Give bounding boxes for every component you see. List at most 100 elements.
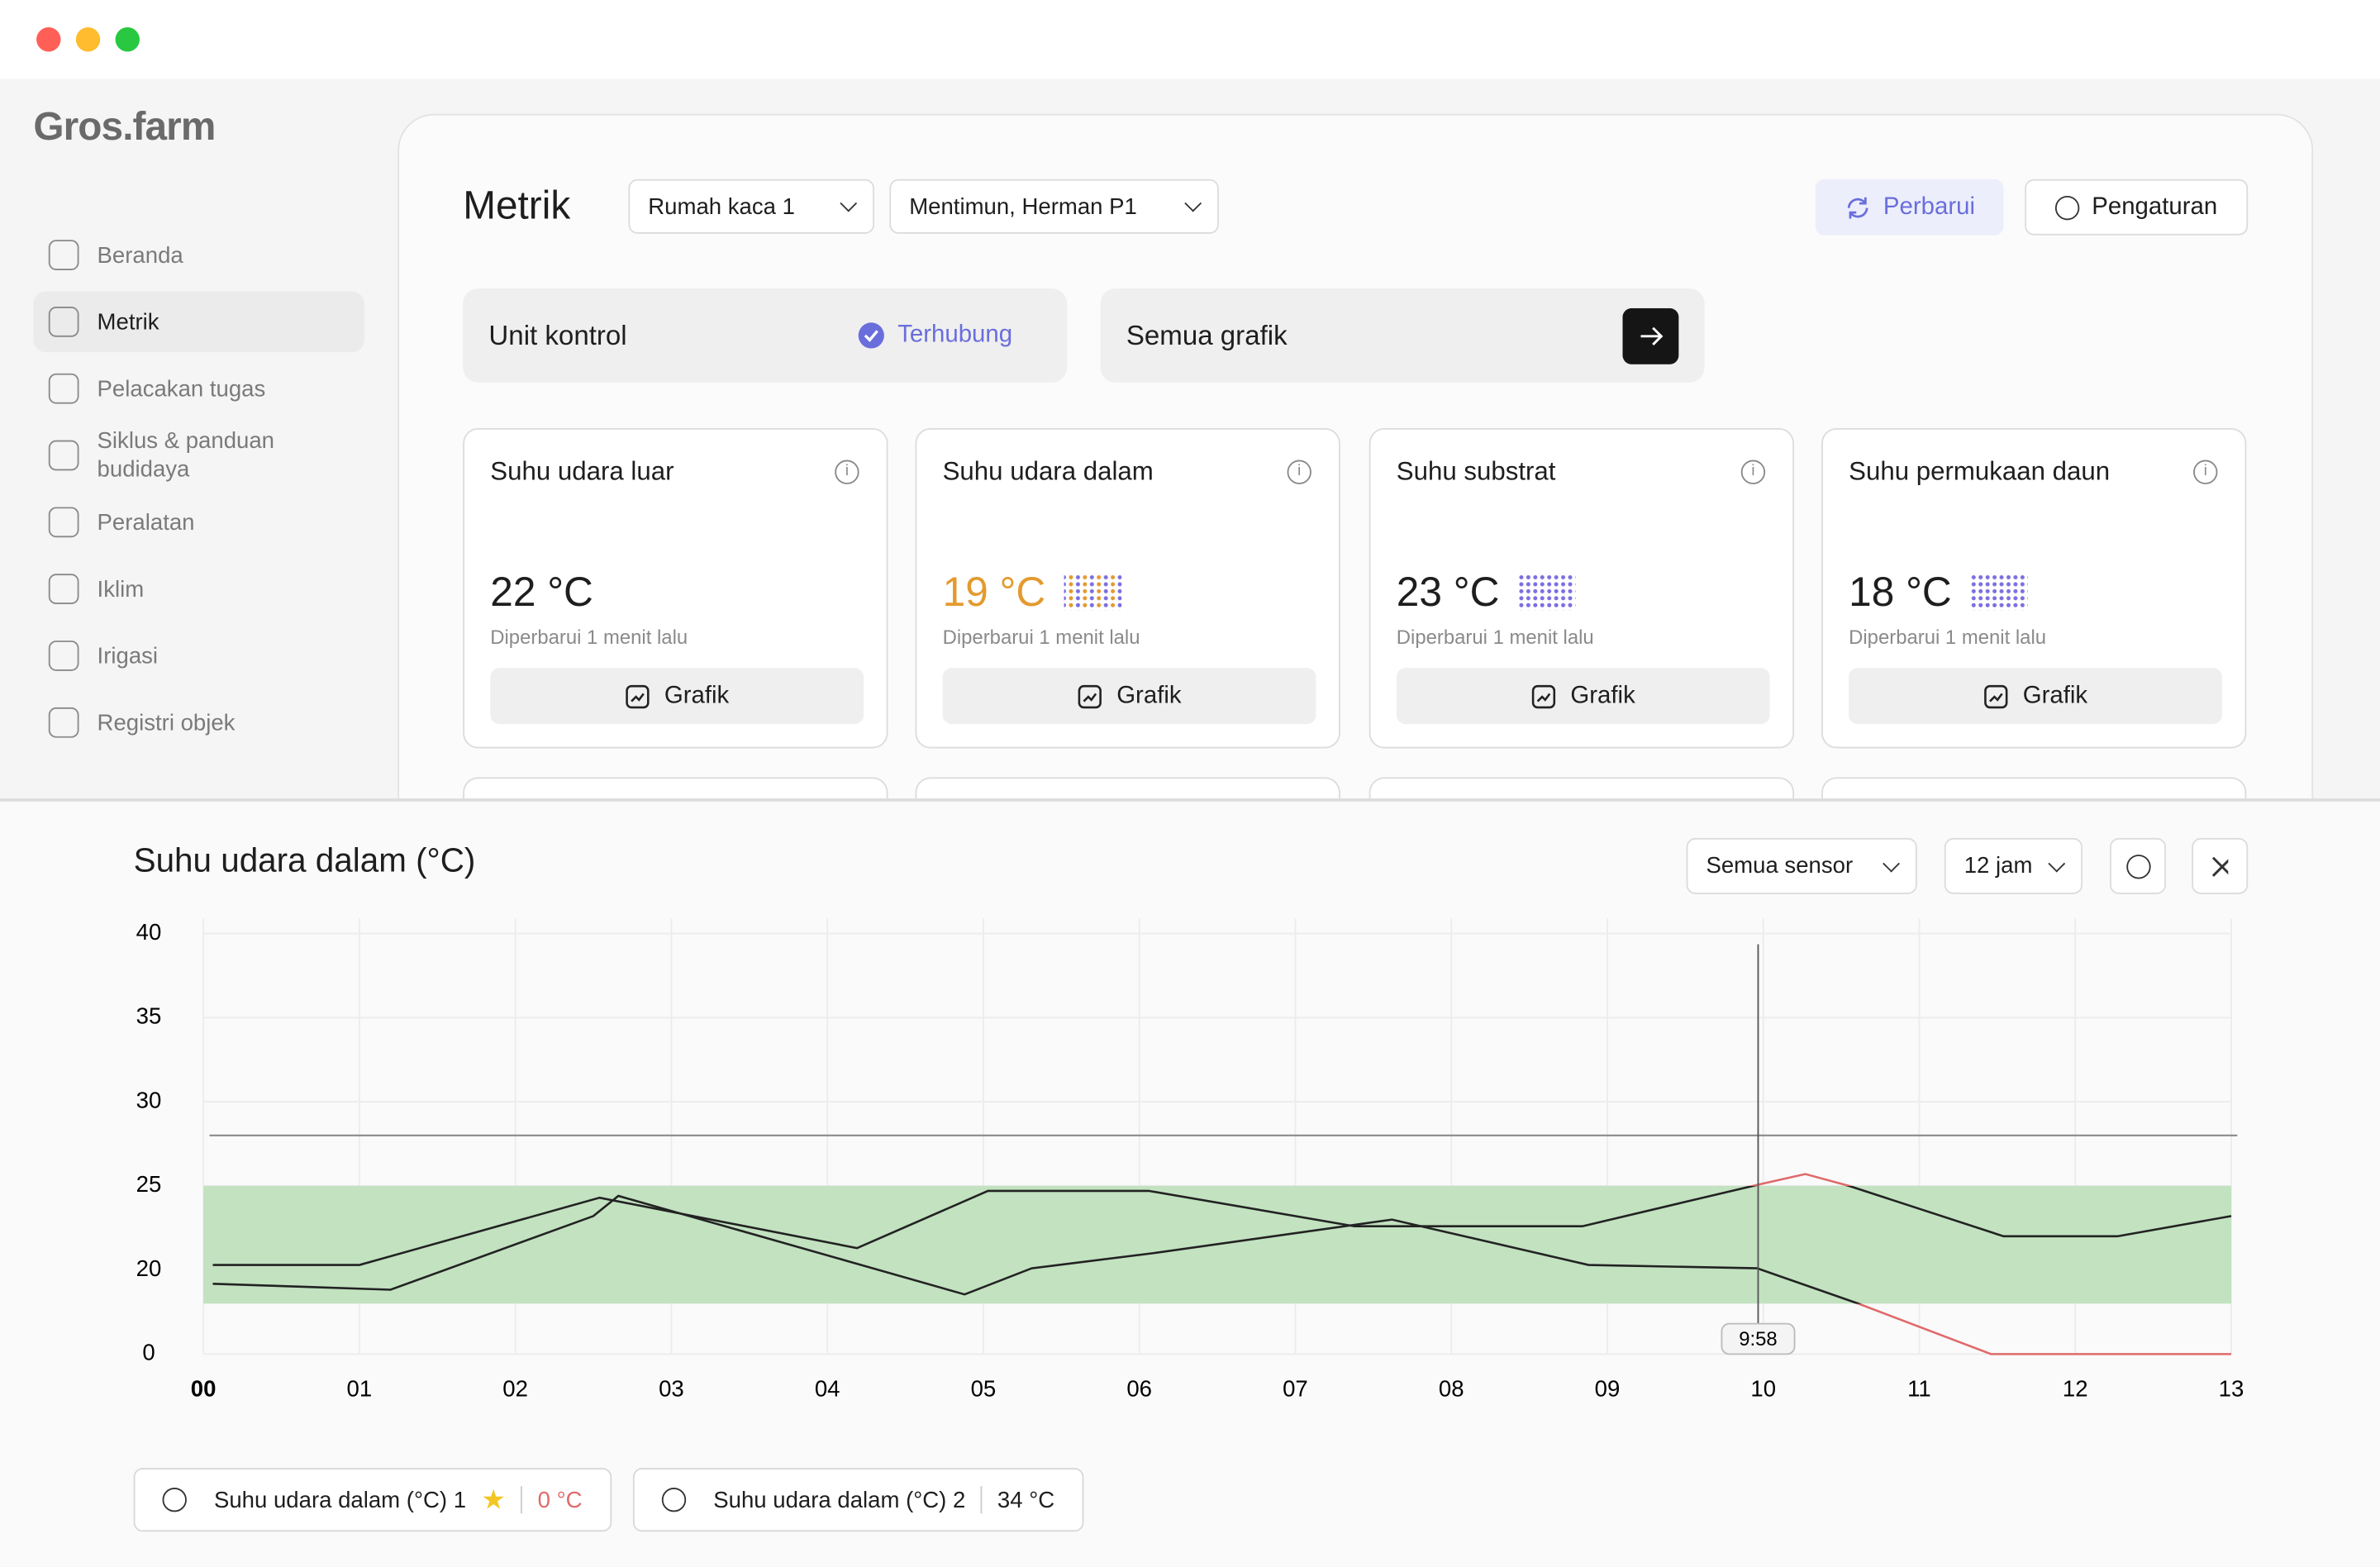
sensor-select[interactable]: Semua sensor bbox=[1686, 837, 1917, 894]
nav-label: Iklim bbox=[97, 576, 145, 603]
refresh-button[interactable]: Perbarui bbox=[1815, 179, 2004, 236]
info-icon[interactable]: i bbox=[1740, 460, 1766, 484]
nav-item[interactable]: Beranda bbox=[33, 225, 364, 285]
y-tick-label: 0 bbox=[142, 1340, 155, 1365]
card-updated: Diperbarui 1 menit lalu bbox=[942, 625, 1140, 649]
greenhouse-select[interactable]: Rumah kaca 1 bbox=[628, 179, 874, 234]
settings-button[interactable]: Pengaturan bbox=[2025, 179, 2249, 236]
chevron bbox=[1184, 194, 1202, 212]
x-tick-label: 03 bbox=[659, 1376, 684, 1402]
nav-item[interactable]: Pelacakan tugas bbox=[33, 358, 364, 418]
nav-item[interactable]: Metrik bbox=[33, 291, 364, 353]
button-text: Grafik bbox=[1116, 682, 1182, 708]
card-title: Suhu substrat bbox=[1396, 456, 1556, 486]
info-icon[interactable]: i bbox=[2193, 460, 2218, 484]
page-title: Metrik bbox=[463, 182, 571, 228]
nav-icon bbox=[48, 574, 79, 605]
button-text: Grafik bbox=[2022, 682, 2088, 708]
x-tick-label: 12 bbox=[2063, 1376, 2088, 1402]
nav-item[interactable]: Registri objek bbox=[33, 693, 364, 753]
nav-label: Irigasi bbox=[97, 642, 159, 669]
button-text: Grafik bbox=[664, 682, 730, 708]
minimize-window[interactable] bbox=[75, 27, 101, 52]
nav-item[interactable]: Siklus & panduan budidaya bbox=[33, 425, 364, 485]
card-value: 18 °C bbox=[1849, 569, 1952, 615]
card-value: 23 °C bbox=[1396, 569, 1500, 615]
chart: 00 01 02 03 04 05 06 07 08 09 10 11 12 13 0 20 25 30 35 40 9… bbox=[136, 918, 2244, 1402]
x-tick-label: 06 bbox=[1126, 1376, 1152, 1402]
close-icon bbox=[2211, 855, 2229, 876]
nav-label: Registri objek bbox=[97, 709, 236, 736]
nav-item[interactable]: Peralatan bbox=[33, 492, 364, 552]
button-text: Pengaturan bbox=[2092, 193, 2218, 220]
status-label: Unit kontrol bbox=[488, 319, 627, 350]
select-text: Mentimun, Herman P1 bbox=[909, 193, 1137, 220]
check-icon bbox=[859, 322, 885, 349]
chart-icon bbox=[625, 683, 649, 708]
sensor-indicator bbox=[1064, 574, 1122, 611]
gear-icon bbox=[2055, 195, 2080, 220]
nav-label: Peralatan bbox=[97, 509, 195, 536]
chart-icon bbox=[1077, 683, 1102, 708]
crop-select[interactable]: Mentimun, Herman P1 bbox=[889, 179, 1219, 234]
all-charts-link[interactable]: Semua grafik bbox=[1100, 288, 1705, 383]
x-tick-label: 09 bbox=[1595, 1376, 1621, 1402]
chart-button[interactable]: Grafik bbox=[490, 668, 864, 725]
card-updated: Diperbarui 1 menit lalu bbox=[490, 625, 688, 649]
x-tick-label: 04 bbox=[815, 1376, 840, 1402]
chart-icon bbox=[1531, 683, 1555, 708]
zoom-window[interactable] bbox=[115, 27, 140, 52]
nav-icon bbox=[48, 240, 79, 270]
metric-card: Suhu substrat i 23 °C Diperbarui 1 menit la… bbox=[1368, 427, 1795, 749]
cursor-label: 9:58 bbox=[1739, 1328, 1777, 1350]
card-value: 22 °C bbox=[490, 569, 593, 615]
info-icon[interactable]: i bbox=[835, 460, 859, 484]
close-chart[interactable] bbox=[2192, 837, 2249, 894]
nav-label: Beranda bbox=[97, 241, 183, 269]
chart-button[interactable]: Grafik bbox=[1396, 668, 1770, 725]
card-title: Suhu permukaan daun bbox=[1849, 456, 2111, 486]
link-text: Semua grafik bbox=[1126, 319, 1288, 350]
legend-latest: 0 °C bbox=[537, 1487, 583, 1513]
cursor-label-box bbox=[1721, 1322, 1796, 1355]
chart-settings[interactable] bbox=[2110, 837, 2167, 894]
separator bbox=[521, 1486, 523, 1514]
select-text: Rumah kaca 1 bbox=[648, 193, 795, 220]
nav-icon bbox=[48, 307, 79, 337]
legend-name: Suhu udara dalam (°C) 1 bbox=[213, 1487, 467, 1513]
x-tick-label: 08 bbox=[1439, 1376, 1464, 1402]
x-tick-label: 05 bbox=[971, 1376, 997, 1402]
nav-item[interactable]: Irigasi bbox=[33, 626, 364, 686]
nav-icon bbox=[48, 373, 79, 404]
brand: Gros.farm bbox=[33, 102, 216, 149]
chart-panel bbox=[0, 798, 2380, 1567]
card-updated: Diperbarui 1 menit lalu bbox=[1396, 625, 1594, 649]
chart-button[interactable]: Grafik bbox=[942, 668, 1316, 725]
chevron bbox=[840, 194, 858, 212]
range-select[interactable]: 12 jam bbox=[1944, 837, 2082, 894]
card-value: 19 °C bbox=[942, 569, 1046, 615]
chart-button[interactable]: Grafik bbox=[1849, 668, 2222, 725]
sidebar-nav: Beranda Metrik Pelacakan tugas Siklus & pan… bbox=[33, 225, 364, 753]
window-titlebar bbox=[0, 0, 2380, 79]
legend-item[interactable]: Suhu udara dalam (°C) 1 ★ 0 °C bbox=[133, 1468, 612, 1532]
card-title: Suhu udara dalam bbox=[942, 456, 1154, 486]
button-text: Grafik bbox=[1570, 682, 1635, 708]
nav-icon bbox=[48, 641, 79, 671]
arrow-button bbox=[1622, 307, 1679, 364]
gear-icon bbox=[661, 1487, 687, 1512]
gear-icon bbox=[162, 1487, 187, 1512]
nav-label: Pelacakan tugas bbox=[97, 375, 266, 402]
legend-item[interactable]: Suhu udara dalam (°C) 2 34 °C bbox=[632, 1468, 1084, 1532]
metric-card: Suhu permukaan daun i 18 °C Diperbarui 1 me… bbox=[1821, 427, 2247, 749]
control-unit-status: Unit kontrol Terhubung bbox=[463, 288, 1068, 383]
close-window[interactable] bbox=[36, 27, 61, 52]
legend-name: Suhu udara dalam (°C) 2 bbox=[713, 1487, 966, 1513]
nav-item[interactable]: Iklim bbox=[33, 559, 364, 619]
separator bbox=[980, 1486, 983, 1514]
y-tick-label: 25 bbox=[136, 1171, 162, 1197]
info-icon[interactable]: i bbox=[1287, 460, 1311, 484]
gear-icon bbox=[2125, 854, 2150, 879]
chart-icon bbox=[1983, 683, 2007, 708]
